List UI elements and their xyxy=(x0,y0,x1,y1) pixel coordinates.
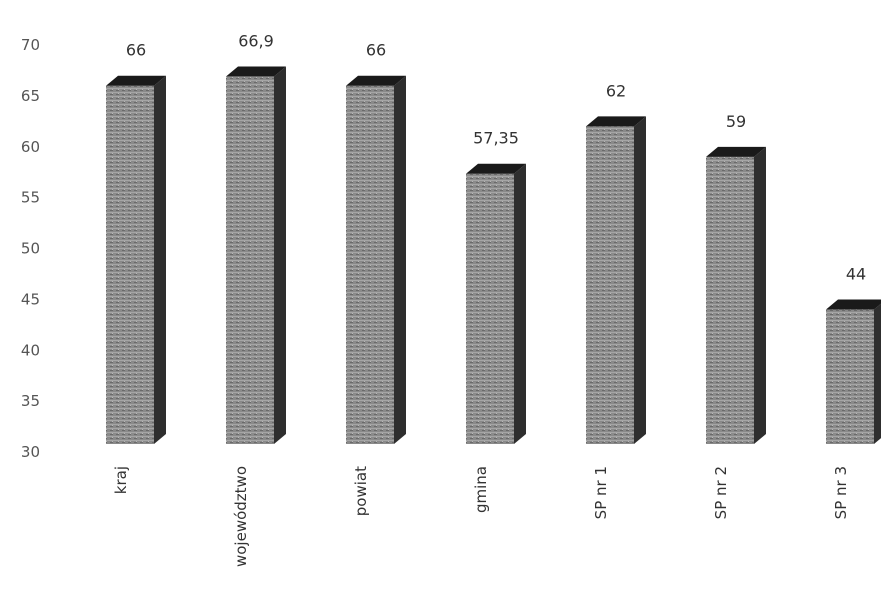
y-tick-label: 45 xyxy=(21,290,40,308)
x-axis: kraj województwo powiat gmina SP nr 1 SP nr 2… xyxy=(112,466,850,567)
y-axis: 30 35 40 45 50 55 60 65 70 xyxy=(21,36,40,461)
bar-side xyxy=(394,75,406,444)
bar-top xyxy=(466,163,526,174)
bar xyxy=(106,75,166,444)
bar-top xyxy=(826,299,881,310)
bar-top xyxy=(106,75,166,86)
bar xyxy=(826,299,881,444)
bar-front xyxy=(106,85,154,444)
bar-side xyxy=(154,75,166,444)
y-tick-label: 40 xyxy=(21,341,40,359)
y-tick-label: 70 xyxy=(21,36,40,54)
bar-front xyxy=(466,173,514,444)
y-tick-label: 35 xyxy=(21,392,40,410)
bar-front xyxy=(706,156,754,445)
bar-side xyxy=(874,303,881,444)
y-tick-label: 65 xyxy=(21,87,40,105)
data-label: 44 xyxy=(846,265,866,284)
bar-top xyxy=(226,66,286,77)
x-tick-label: SP nr 2 xyxy=(712,466,730,519)
y-tick-label: 55 xyxy=(21,189,40,207)
data-label: 66 xyxy=(126,41,146,60)
bar-front xyxy=(586,126,634,445)
bar xyxy=(466,163,526,444)
x-tick-label: kraj xyxy=(112,466,130,494)
bar-top xyxy=(586,116,646,127)
data-label: 62 xyxy=(606,81,626,100)
x-tick-label: SP nr 1 xyxy=(592,466,610,519)
bar-side xyxy=(754,146,766,445)
bar xyxy=(586,116,646,445)
x-tick-label: powiat xyxy=(352,466,370,516)
x-tick-label: gmina xyxy=(472,466,490,513)
x-tick-label: SP nr 3 xyxy=(832,466,850,519)
data-label: 57,35 xyxy=(473,129,519,148)
bar xyxy=(706,146,766,445)
y-tick-label: 30 xyxy=(21,443,40,461)
data-labels: 66 66,9 66 57,35 62 59 44 xyxy=(126,32,866,284)
bar-top xyxy=(346,75,406,86)
x-tick-label: województwo xyxy=(232,466,250,567)
bar xyxy=(226,66,286,444)
bar-top xyxy=(706,146,766,157)
bar-front xyxy=(346,85,394,444)
data-label: 66,9 xyxy=(238,32,274,51)
bar-front xyxy=(226,76,274,444)
bar-side xyxy=(514,163,526,444)
bar xyxy=(346,75,406,444)
data-label: 66 xyxy=(366,41,386,60)
y-tick-label: 60 xyxy=(21,138,40,156)
bar-front xyxy=(826,309,874,444)
bar-side xyxy=(634,116,646,445)
data-label: 59 xyxy=(726,112,746,131)
y-tick-label: 50 xyxy=(21,240,40,258)
bars xyxy=(106,66,881,445)
bar-side xyxy=(274,66,286,444)
